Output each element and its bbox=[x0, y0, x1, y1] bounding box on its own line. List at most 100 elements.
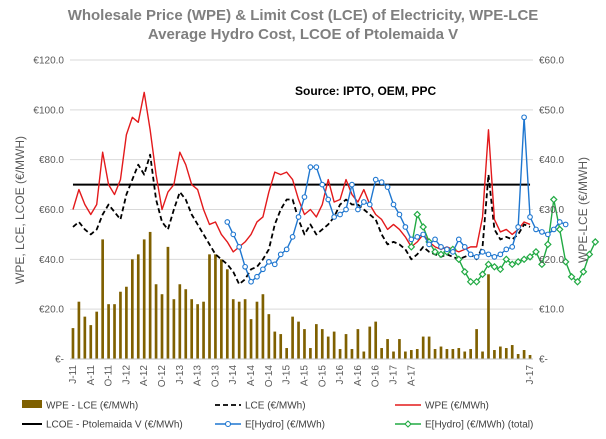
hydro-marker bbox=[556, 219, 563, 225]
bar bbox=[172, 299, 176, 359]
bar bbox=[113, 304, 116, 359]
hydro-marker bbox=[372, 176, 379, 183]
hydro-marker bbox=[366, 201, 373, 208]
bar bbox=[101, 239, 104, 359]
y-left-tick-label: €40.0 bbox=[39, 255, 64, 266]
hydro-marker bbox=[289, 234, 296, 240]
x-tick-label: J-15 bbox=[282, 365, 293, 385]
bar bbox=[380, 348, 383, 359]
hydro-total-marker bbox=[454, 255, 463, 264]
hydro-total-marker bbox=[555, 225, 564, 234]
hydro-marker bbox=[266, 258, 272, 265]
hydro-total-marker bbox=[526, 252, 534, 261]
hydro-marker bbox=[224, 219, 231, 225]
bar bbox=[415, 349, 419, 359]
x-tick-label: A-16 bbox=[353, 365, 364, 387]
hydro-marker bbox=[444, 246, 450, 253]
x-tick-label: O-14 bbox=[264, 365, 275, 388]
bar bbox=[214, 254, 217, 359]
bar bbox=[255, 301, 259, 359]
y-left-tick-label: €- bbox=[55, 355, 64, 366]
x-tick-label: O-16 bbox=[371, 365, 382, 388]
x-tick-label: O-11 bbox=[104, 365, 115, 387]
bar-series-wpe-minus-lce bbox=[71, 231, 532, 359]
hydro-total-marker bbox=[514, 257, 523, 266]
bar bbox=[469, 349, 473, 359]
bar bbox=[528, 355, 532, 359]
hydro-total-marker bbox=[490, 262, 499, 271]
hydro-total-marker bbox=[502, 255, 511, 264]
hydro-total-marker bbox=[484, 260, 493, 269]
bar bbox=[225, 269, 229, 359]
x-tick-label: A-12 bbox=[139, 365, 150, 387]
bar bbox=[344, 334, 348, 359]
hydro-marker bbox=[408, 236, 415, 243]
bar bbox=[493, 350, 496, 359]
hydro-marker bbox=[360, 199, 367, 205]
bar bbox=[421, 336, 425, 359]
bar bbox=[243, 299, 247, 359]
bar bbox=[160, 294, 164, 359]
legend-label: WPE (€/MWh) bbox=[425, 401, 489, 412]
hydro-total-marker bbox=[538, 260, 546, 269]
line-series bbox=[72, 91, 600, 286]
bar bbox=[119, 291, 122, 359]
hydro-line bbox=[226, 116, 566, 283]
bar bbox=[320, 329, 324, 359]
hydro-marker bbox=[562, 221, 569, 228]
hydro-marker bbox=[503, 246, 510, 253]
hydro-marker bbox=[260, 266, 266, 273]
hydro-marker bbox=[236, 244, 243, 250]
y-right-tick-label: €30.0 bbox=[539, 205, 564, 216]
hydro-marker bbox=[355, 206, 361, 213]
bar bbox=[368, 326, 372, 359]
bar bbox=[196, 304, 199, 359]
x-tick-label: J-12 bbox=[121, 365, 132, 385]
legend: WPE - LCE (€/MWh) LCE (€/MWh) WPE (€/MWh) L… bbox=[22, 400, 533, 431]
hydro-marker bbox=[230, 231, 237, 238]
hydro-marker bbox=[325, 196, 332, 203]
legend-label: E[Hydro] (€/MWh) bbox=[245, 420, 325, 431]
hydro-marker bbox=[485, 251, 492, 258]
bar bbox=[433, 349, 437, 359]
y-axis-right-title: WPE-LCE (€/MWH) bbox=[576, 157, 590, 263]
hydro-marker bbox=[521, 114, 527, 121]
bar bbox=[451, 349, 455, 359]
bar bbox=[309, 348, 312, 359]
bar bbox=[285, 348, 288, 359]
bar bbox=[475, 329, 478, 359]
bar bbox=[315, 324, 318, 359]
bar bbox=[261, 294, 265, 359]
axes: €- €- €20.0 €10.0 €40.0 €20.0 €60.0 €30.0 €80.0 €… bbox=[33, 56, 564, 388]
bar bbox=[350, 349, 354, 359]
bar bbox=[130, 259, 134, 359]
bar bbox=[487, 274, 490, 359]
legend-swatch-bars bbox=[22, 400, 42, 408]
bar bbox=[303, 329, 306, 359]
hydro-marker bbox=[295, 214, 302, 220]
hydro-total-marker bbox=[437, 250, 445, 259]
hydro-marker bbox=[254, 273, 260, 280]
hydro-marker bbox=[432, 236, 438, 243]
hydro-marker bbox=[396, 211, 403, 218]
hydro-marker bbox=[349, 181, 355, 188]
bar bbox=[504, 348, 508, 359]
x-tick-label: J-16 bbox=[335, 365, 346, 385]
legend-swatch-hydro-total-marker bbox=[404, 420, 412, 428]
bar bbox=[178, 284, 182, 359]
hydro-marker bbox=[533, 226, 539, 233]
hydro-marker bbox=[414, 234, 421, 240]
hydro-marker bbox=[331, 214, 337, 220]
hydro-total-marker bbox=[466, 277, 475, 286]
y-left-tick-label: €80.0 bbox=[39, 155, 64, 166]
hydro-total-marker bbox=[478, 270, 487, 279]
hydro-total-marker bbox=[549, 195, 558, 204]
hydro-marker bbox=[515, 224, 522, 230]
hydro-total-marker bbox=[567, 272, 576, 281]
bar bbox=[481, 351, 484, 359]
hydro-marker bbox=[248, 278, 254, 285]
hydro-total-marker bbox=[496, 265, 505, 274]
bar bbox=[184, 289, 188, 359]
